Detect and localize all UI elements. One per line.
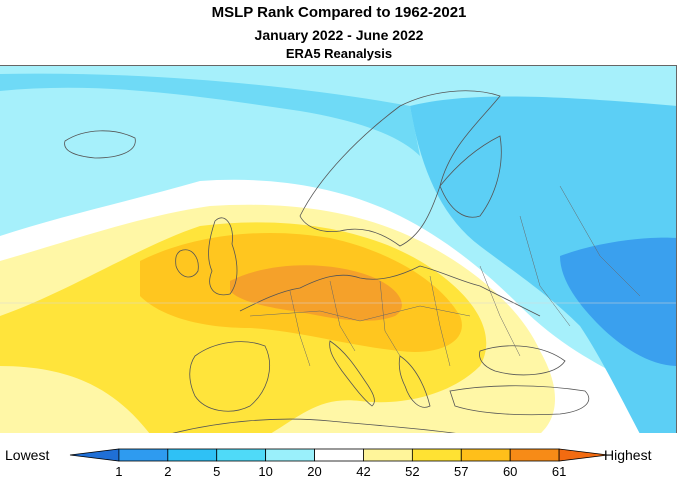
orange-core	[230, 265, 402, 321]
east-deep-blue	[560, 237, 676, 366]
legend-color-cell	[265, 448, 315, 462]
legend-color-cell	[314, 448, 364, 462]
continent-coastline	[239, 265, 541, 317]
east-blue-zone	[410, 96, 676, 433]
legend-color-cell	[167, 448, 218, 462]
turkey-outline	[449, 385, 590, 416]
legend-color-cell	[411, 448, 462, 462]
legend-color-cell	[118, 448, 169, 462]
legend-tick-label: 42	[356, 464, 371, 479]
legend-color-cell	[216, 448, 267, 462]
legend-color-cell	[558, 448, 609, 462]
legend-tick-label: 60	[502, 464, 518, 479]
legend-high-label: Highest	[604, 447, 652, 463]
legend-color-cell	[363, 448, 413, 462]
legend-tick-label: 57	[454, 464, 469, 479]
legend-tick-label: 10	[258, 464, 273, 479]
coastlines	[64, 90, 590, 433]
legend-low-label: Lowest	[5, 447, 50, 463]
north-africa-coast	[172, 418, 456, 433]
legend-color-cell	[460, 448, 511, 462]
great-britain-outline	[208, 217, 238, 296]
legend-tick-label: 20	[307, 464, 322, 479]
legend-tick-label: 1	[115, 464, 123, 479]
north-cyan-band	[0, 73, 420, 156]
chart-source: ERA5 Reanalysis	[285, 46, 393, 61]
color-legend: Lowest Highest 1 2 5 10 20 42 52 57 60 61	[0, 440, 678, 490]
legend-tick-label: 52	[405, 464, 420, 479]
europe-rank-map	[0, 65, 677, 433]
country-borders	[249, 185, 641, 367]
legend-color-cell	[69, 448, 120, 462]
legend-colorbar	[69, 448, 609, 462]
iberia-outline	[189, 341, 270, 412]
legend-tick-label: 61	[551, 464, 567, 479]
iceland-outline	[64, 130, 136, 159]
ireland-outline	[175, 249, 199, 278]
italy-outline	[329, 340, 375, 407]
black-sea-outline	[479, 345, 566, 376]
legend-color-cell	[509, 448, 560, 462]
legend-tick-label: 2	[164, 464, 172, 479]
chart-period: January 2022 - June 2022	[254, 27, 424, 43]
finland-outline	[439, 135, 502, 218]
chart-title: MSLP Rank Compared to 1962-2021	[211, 4, 467, 21]
scandinavia-outline	[299, 90, 501, 247]
legend-tick-label: 5	[213, 464, 221, 479]
balkans-outline	[398, 355, 431, 408]
